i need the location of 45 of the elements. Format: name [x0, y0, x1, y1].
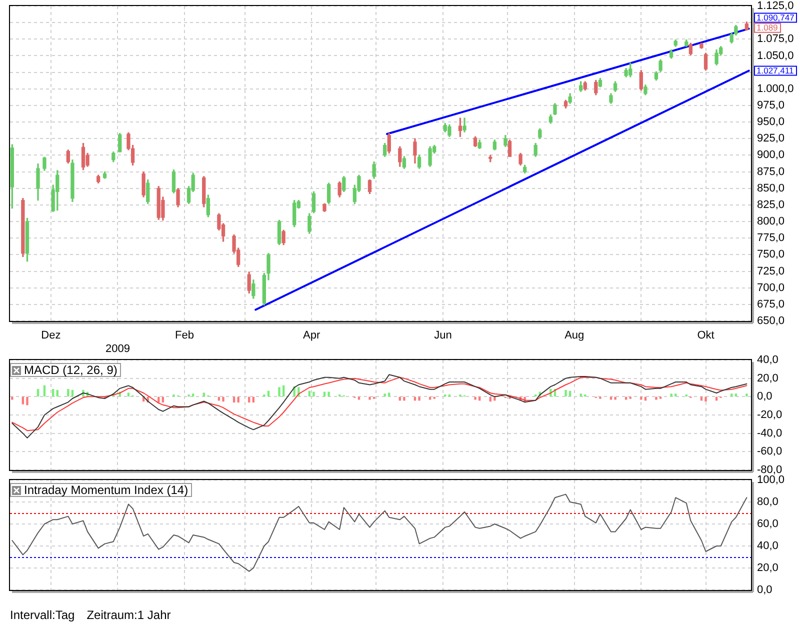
y-tick-label: 1.125,0	[757, 0, 794, 12]
y-tick-label: 775,0	[757, 232, 785, 244]
y-tick-label: 875,0	[757, 166, 785, 178]
annotation: 1.089	[756, 22, 778, 33]
y-tick-label: 725,0	[757, 265, 785, 278]
x-tick-label: Dez	[41, 330, 61, 342]
y-tick-label: 1.000,0	[757, 82, 794, 95]
y-tick-label: 975,0	[757, 100, 785, 112]
x-tick-label: Okt	[697, 330, 714, 342]
y-tick-label: 60,0	[757, 518, 778, 530]
y-tick-label: 20,0	[757, 562, 778, 574]
annotation: 1.027,411	[756, 66, 794, 76]
y-tick-label: -60,0	[757, 446, 782, 458]
y-tick-label: 825,0	[757, 198, 785, 211]
x-tick-label: Feb	[174, 330, 194, 342]
y-tick-label: 20,0	[757, 372, 778, 384]
y-tick-label: 750,0	[757, 248, 785, 261]
y-tick-label: 675,0	[757, 298, 785, 310]
x-tick-label: Apr	[303, 330, 320, 342]
y-tick-label: 100,0	[757, 474, 785, 486]
y-tick-label: 80,0	[757, 496, 778, 508]
y-tick-label: 850,0	[757, 182, 785, 194]
y-tick-label: 900,0	[757, 149, 785, 162]
text: 2009	[105, 343, 130, 356]
y-tick-label: 800,0	[757, 216, 785, 228]
y-tick-label: 650,0	[757, 315, 785, 328]
y-tick-label: 40,0	[757, 354, 778, 366]
x-tick-label: Aug	[564, 330, 584, 342]
y-tick-label: -20,0	[757, 409, 782, 422]
y-tick-label: -80,0	[757, 464, 782, 476]
y-tick-label: 0,0	[757, 390, 772, 403]
y-tick-label: 0,0	[757, 584, 772, 596]
annotation: 1.090,747	[756, 12, 795, 23]
y-tick-label: 40,0	[757, 540, 778, 552]
y-tick-label: 700,0	[757, 282, 785, 294]
chart-title: MACD (12, 26, 9)	[24, 363, 118, 377]
text: Zeitraum:1 Jahr	[86, 608, 171, 622]
y-tick-label: 1.075,0	[757, 33, 794, 46]
y-tick-label: 950,0	[757, 116, 785, 128]
y-tick-label: 1.050,0	[757, 50, 794, 62]
text: Intervall:Tag	[10, 608, 75, 622]
x-tick-label: Jun	[434, 330, 452, 342]
y-tick-label: 925,0	[757, 132, 785, 145]
chart-title: Intraday Momentum Index (14)	[24, 483, 188, 497]
y-tick-label: -40,0	[757, 427, 782, 440]
